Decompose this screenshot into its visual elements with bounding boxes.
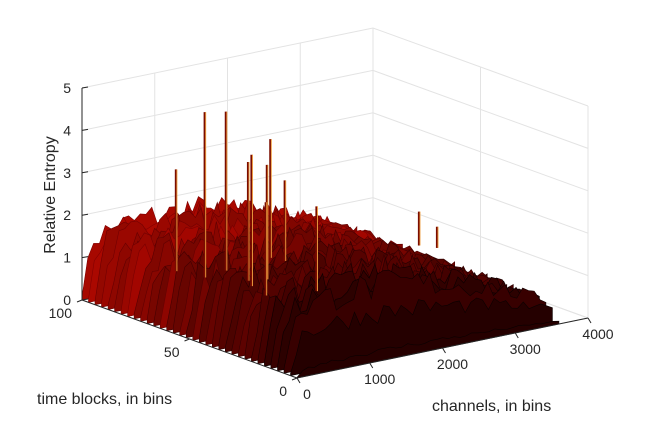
y-tick-label: 50	[164, 344, 180, 360]
z-tick	[81, 256, 89, 259]
y-tick	[184, 338, 190, 342]
surface-strip	[296, 320, 560, 379]
grid-line-z	[81, 112, 589, 192]
z-tick-label: 2	[63, 207, 71, 223]
y-tick	[291, 377, 298, 381]
surface-layer	[81, 111, 560, 379]
x-tick-label: 0	[303, 386, 311, 402]
y-tick	[76, 299, 83, 303]
z-tick-label: 1	[63, 250, 71, 266]
y-axis-label: time blocks, in bins	[37, 391, 172, 408]
grid-line-z	[81, 27, 589, 107]
z-tick-label: 5	[63, 80, 71, 96]
y-tick-label: 100	[49, 305, 73, 321]
z-tick	[81, 213, 89, 216]
x-tick	[587, 317, 592, 324]
x-tick-label: 2000	[437, 356, 468, 372]
x-tick-label: 3000	[510, 341, 541, 357]
z-tick	[81, 86, 89, 89]
z-axis-label: Relative Entropy	[42, 136, 59, 253]
z-tick	[81, 171, 89, 174]
x-tick-label: 4000	[582, 326, 613, 342]
x-tick	[369, 362, 374, 369]
y-tick-label: 0	[279, 383, 287, 399]
z-tick-label: 3	[63, 165, 71, 181]
grid-line-z	[81, 69, 589, 149]
z-tick-label: 0	[63, 292, 71, 308]
x-tick	[442, 347, 446, 354]
z-tick-label: 4	[63, 122, 71, 138]
x-tick-label: 1000	[364, 371, 395, 387]
grid-line-z	[81, 154, 589, 234]
x-tick	[296, 377, 301, 384]
x-tick	[514, 332, 519, 339]
x-axis-label: channels, in bins	[432, 398, 551, 415]
z-tick	[81, 128, 89, 131]
